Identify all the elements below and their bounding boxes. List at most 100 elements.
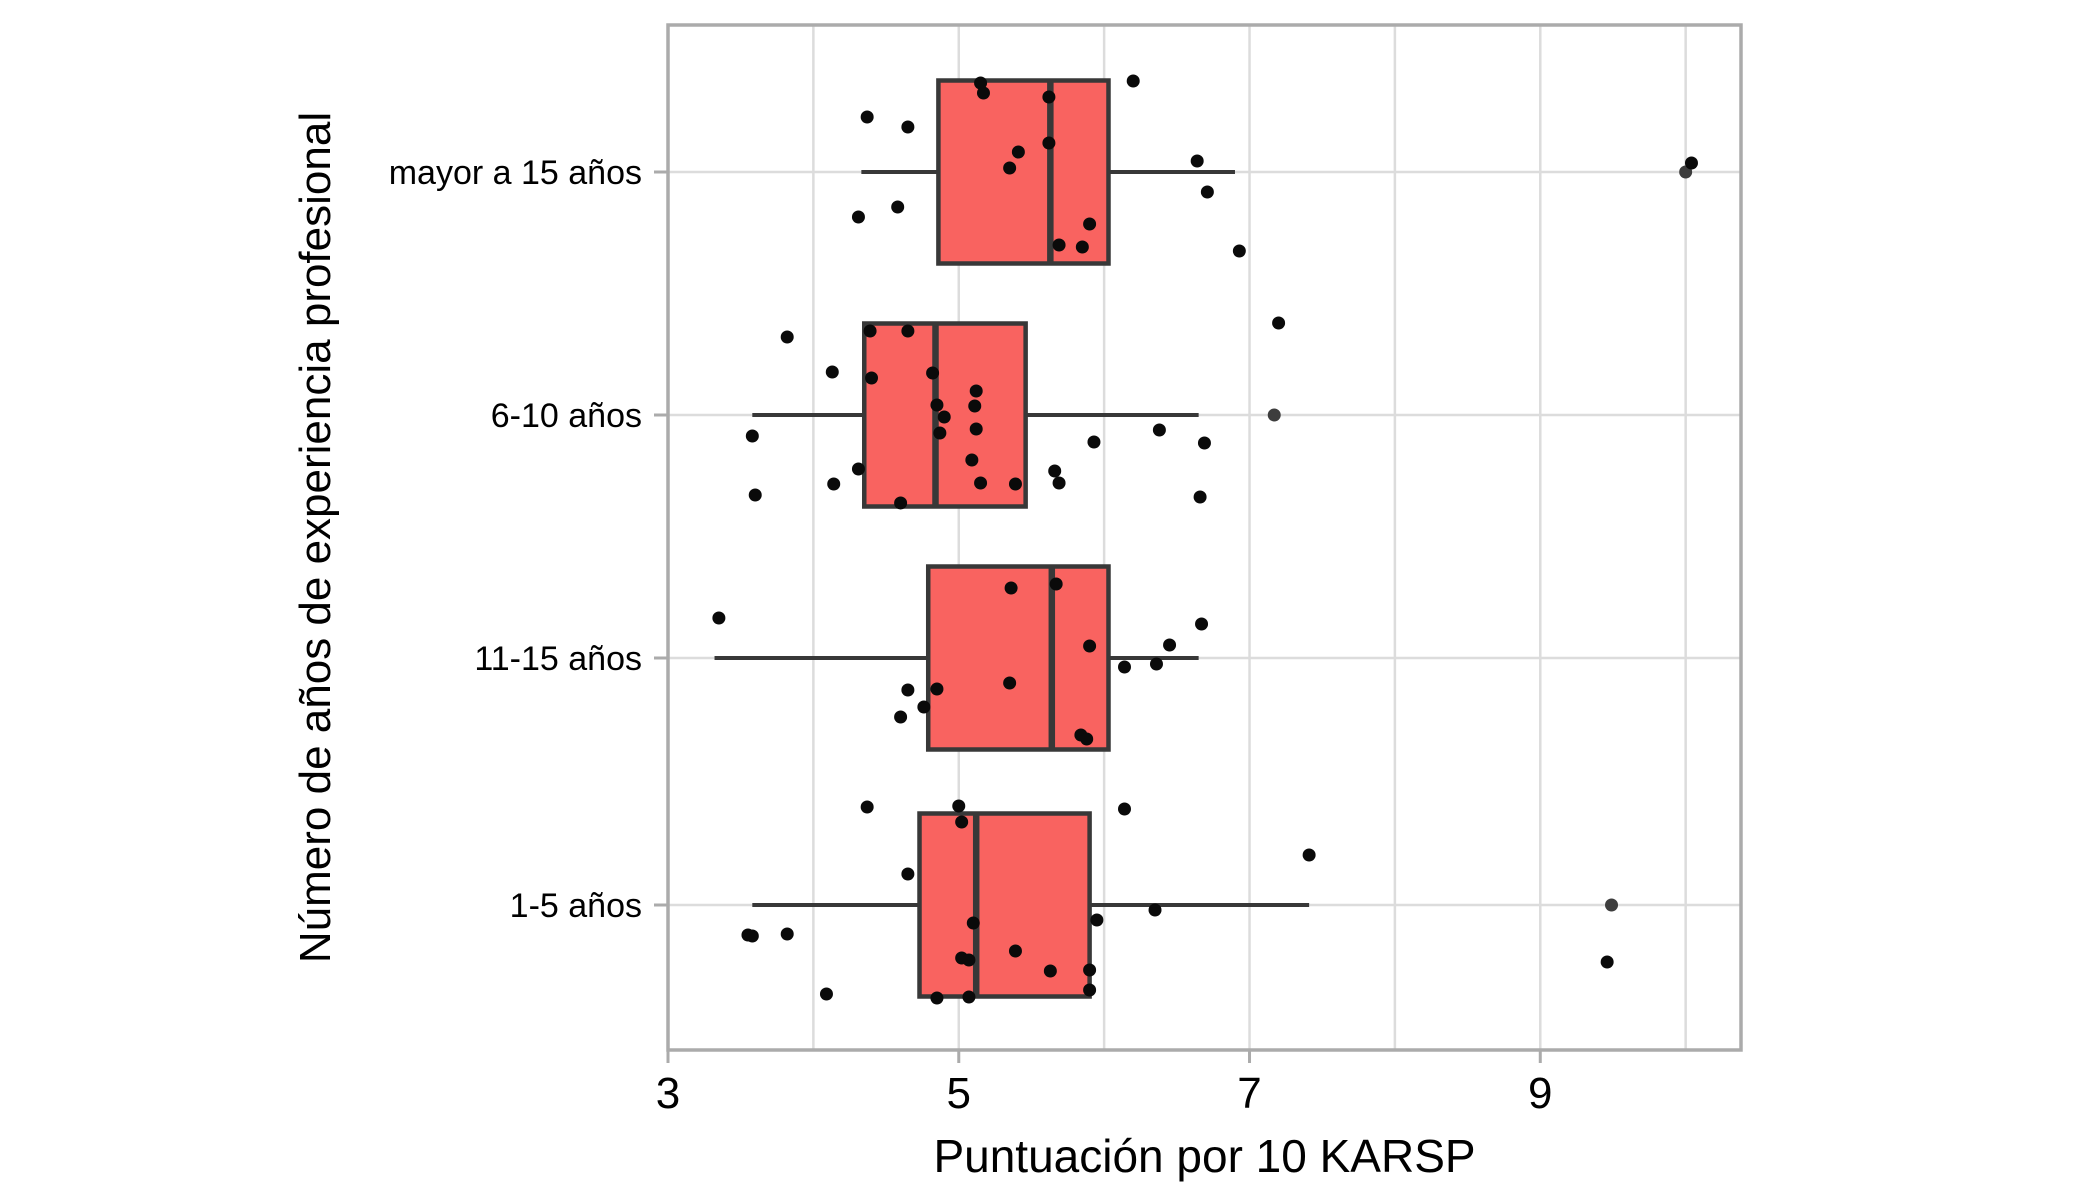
jitter-point (1083, 217, 1097, 231)
y-category-label: 11-15 años (474, 640, 642, 678)
x-tick-label: 3 (656, 1069, 680, 1118)
jitter-point (894, 496, 908, 510)
jitter-point (1126, 74, 1140, 88)
jitter-point (1003, 161, 1017, 175)
jitter-point (1052, 476, 1066, 490)
jitter-point (901, 867, 915, 881)
jitter-point (1090, 913, 1104, 927)
jitter-point (827, 477, 841, 491)
jitter-point (1232, 244, 1246, 258)
outlier-point (1605, 898, 1619, 912)
jitter-point (1197, 436, 1211, 450)
jitter-point (1195, 617, 1209, 631)
jitter-point (1117, 802, 1131, 816)
gridlines-layer (666, 25, 1741, 1050)
jitter-point (933, 426, 947, 440)
jitter-point (969, 422, 983, 436)
jitter-point (748, 488, 762, 502)
panel-border (666, 23, 1743, 1052)
jitter-point (863, 324, 877, 338)
jitter-point (825, 365, 839, 379)
box (917, 811, 1092, 999)
jitter-point (1083, 983, 1097, 997)
jitter-point (1600, 955, 1614, 969)
jitter-point (901, 683, 915, 697)
x-tick-label: 9 (1528, 1069, 1552, 1118)
axes-layer: 3 5 7 9 mayor a 15 años 6-10 años 11-15 años 1-… (389, 23, 1743, 1118)
jitter-point (1190, 154, 1204, 168)
jitter-point (1148, 903, 1162, 917)
jitter-point (1052, 238, 1066, 252)
jitter-point (1004, 581, 1018, 595)
y-category-label: mayor a 15 años (389, 154, 642, 192)
jitter-point (962, 990, 976, 1004)
jitter-point (745, 929, 759, 943)
jitter-point (1042, 90, 1056, 104)
box (936, 78, 1111, 266)
x-axis-title: Puntuación por 10 KARSP (933, 1130, 1475, 1182)
jitter-point (1008, 477, 1022, 491)
jitter-point (1011, 145, 1025, 159)
jitter-point (1200, 185, 1214, 199)
jitter-point (891, 200, 905, 214)
jitter-point (1117, 660, 1131, 674)
x-tick-label: 7 (1237, 1069, 1261, 1118)
jitter-point (1163, 638, 1177, 652)
jitter-point (851, 210, 865, 224)
jitter-point (1272, 316, 1286, 330)
jitter-point (851, 462, 865, 476)
jitter-point (712, 611, 726, 625)
jitter-point (955, 815, 969, 829)
jitter-point (819, 987, 833, 1001)
jitter-point (1684, 156, 1698, 170)
jitter-point (1048, 464, 1062, 478)
y-axis-title: Número de años de experiencia profesiona… (291, 112, 340, 963)
jitter-point (1075, 240, 1089, 254)
jitter-point (780, 330, 794, 344)
box (925, 564, 1111, 752)
jitter-point (930, 682, 944, 696)
jitter-point (860, 800, 874, 814)
points-layer (712, 74, 1698, 1005)
jitter-point (1302, 848, 1316, 862)
jitter-point (1193, 490, 1207, 504)
jitter-point (901, 324, 915, 338)
jitter-point (1149, 657, 1163, 671)
jitter-point (965, 453, 979, 467)
jitter-point (1083, 639, 1097, 653)
jitter-point (894, 710, 908, 724)
jitter-point (865, 371, 879, 385)
jitter-point (969, 384, 983, 398)
outlier-point (1267, 408, 1281, 422)
jitter-point (1080, 732, 1094, 746)
jitter-point (1087, 435, 1101, 449)
jitter-point (968, 399, 982, 413)
jitter-point (860, 110, 874, 124)
jitter-point (930, 991, 944, 1005)
jitter-point (966, 916, 980, 930)
y-category-label: 6-10 años (491, 397, 642, 435)
jitter-point (1003, 676, 1017, 690)
y-category-label: 1-5 años (510, 887, 642, 925)
boxes-layer (714, 78, 1310, 999)
jitter-point (952, 799, 966, 813)
jitter-point (1008, 944, 1022, 958)
jitter-point (1042, 136, 1056, 150)
jitter-point (962, 953, 976, 967)
jitter-point (1083, 963, 1097, 977)
jitter-point (974, 476, 988, 490)
jitter-point (745, 429, 759, 443)
jitter-point (926, 366, 940, 380)
x-tick-label: 5 (947, 1069, 971, 1118)
jitter-point (780, 927, 794, 941)
jitter-point (1152, 423, 1166, 437)
jitter-point (1049, 577, 1063, 591)
jitter-point (974, 76, 988, 90)
jitter-point (917, 700, 931, 714)
jitter-point (976, 86, 990, 100)
jitter-point (901, 120, 915, 134)
jitter-point (1043, 964, 1057, 978)
jitter-point (930, 398, 944, 412)
